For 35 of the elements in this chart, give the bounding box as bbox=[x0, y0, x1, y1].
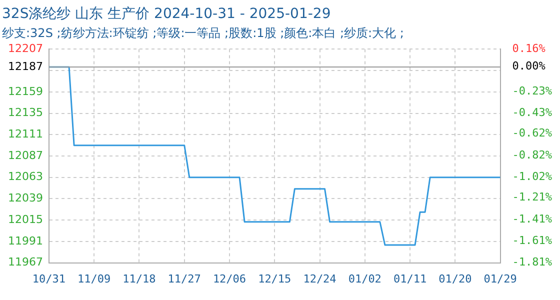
y2-tick-label: -1.61% bbox=[512, 234, 552, 247]
x-tick-label: 12/15 bbox=[258, 272, 292, 286]
y2-tick-label: 0.16% bbox=[512, 42, 546, 56]
y-tick-label: 12207 bbox=[8, 42, 43, 56]
y2-tick-label: -0.43% bbox=[512, 106, 552, 120]
y2-tick-label: -0.62% bbox=[512, 126, 552, 140]
y-tick-label: 12187 bbox=[8, 60, 43, 73]
y2-tick-label: -1.81% bbox=[512, 256, 552, 269]
y-tick-label: 12063 bbox=[8, 170, 43, 184]
chart-title: 32S涤纶纱 山东 生产价 2024-10-31 - 2025-01-29 bbox=[2, 6, 331, 22]
x-tick-label: 11/18 bbox=[122, 272, 156, 286]
y-tick-label: 12111 bbox=[8, 128, 43, 140]
y-tick-label: 11967 bbox=[8, 256, 43, 269]
chart-subtitle: 纱支:32S ;纺纱方法:环锭纺 ;等级:一等品 ;股数:1股 ;颜色:本白 ;纱质:大化 ; bbox=[2, 26, 404, 40]
x-tick-label: 12/06 bbox=[212, 272, 246, 286]
y2-tick-label: -0.23% bbox=[512, 84, 552, 98]
y2-tick-label: -0.82% bbox=[512, 148, 552, 162]
y-tick-label: 12159 bbox=[8, 84, 43, 98]
y2-tick-label: 0.00% bbox=[512, 59, 546, 72]
y-tick-label: 11991 bbox=[8, 234, 43, 248]
x-tick-label: 01/11 bbox=[393, 272, 427, 286]
y2-tick-label: -1.02% bbox=[512, 170, 552, 184]
x-tick-label: 11/27 bbox=[168, 272, 201, 286]
y-tick-label: 12015 bbox=[8, 212, 43, 226]
y-tick-label: 12039 bbox=[8, 192, 43, 205]
y-tick-label: 12087 bbox=[8, 148, 43, 162]
x-tick-label: 12/24 bbox=[303, 272, 337, 286]
y2-tick-label: -1.41% bbox=[512, 212, 552, 226]
x-tick-label: 01/20 bbox=[438, 272, 472, 286]
y2-tick-label: -1.21% bbox=[512, 190, 552, 204]
x-tick-label: 11/09 bbox=[78, 272, 111, 286]
x-tick-label: 01/29 bbox=[484, 272, 517, 286]
x-tick-label: 10/31 bbox=[32, 272, 66, 286]
y-tick-label: 12135 bbox=[8, 106, 43, 120]
x-tick-label: 01/02 bbox=[348, 272, 382, 286]
